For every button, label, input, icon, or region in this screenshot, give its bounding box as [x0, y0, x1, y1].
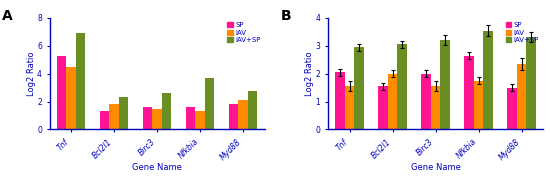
Bar — [143, 107, 152, 129]
Bar — [248, 91, 257, 129]
Bar — [397, 44, 407, 129]
Bar — [474, 81, 483, 129]
Y-axis label: Log2 Ratio: Log2 Ratio — [305, 52, 314, 96]
Bar — [152, 108, 162, 129]
Bar — [464, 56, 474, 129]
Y-axis label: Log2 Ratio: Log2 Ratio — [26, 52, 36, 96]
Bar — [431, 86, 441, 129]
Bar — [336, 72, 345, 129]
Bar — [162, 93, 171, 129]
Bar — [100, 111, 109, 129]
Bar — [229, 104, 238, 129]
Bar — [388, 74, 397, 129]
Bar — [378, 86, 388, 129]
Bar — [195, 111, 205, 129]
Bar — [205, 78, 214, 129]
Bar — [441, 40, 450, 129]
Bar — [67, 67, 76, 129]
Bar — [507, 88, 517, 129]
Bar — [119, 97, 128, 129]
Bar — [345, 86, 354, 129]
Legend: SP, IAV, IAV+SP: SP, IAV, IAV+SP — [227, 21, 261, 44]
X-axis label: Gene Name: Gene Name — [411, 163, 460, 172]
Bar — [421, 74, 431, 129]
Bar — [483, 30, 493, 129]
Bar — [57, 56, 67, 129]
X-axis label: Gene Name: Gene Name — [132, 163, 182, 172]
Bar — [76, 33, 85, 129]
Legend: SP, IAV, IAV+SP: SP, IAV, IAV+SP — [505, 21, 540, 44]
Bar — [238, 100, 248, 129]
Bar — [354, 47, 364, 129]
Bar — [109, 104, 119, 129]
Bar — [526, 37, 536, 129]
Text: B: B — [280, 9, 292, 23]
Bar — [517, 64, 526, 129]
Text: A: A — [2, 9, 13, 23]
Bar — [186, 107, 195, 129]
